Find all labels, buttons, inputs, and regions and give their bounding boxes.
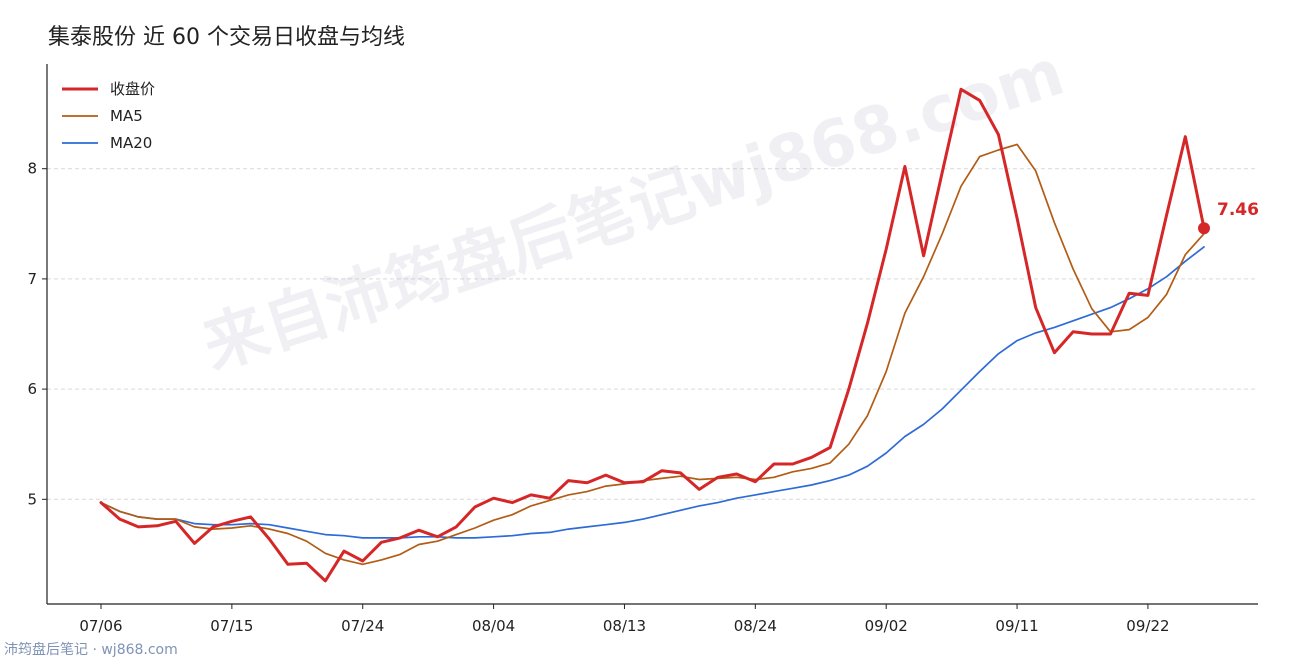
legend-label: 收盘价 bbox=[110, 80, 155, 98]
x-tick-label: 09/11 bbox=[995, 617, 1038, 635]
y-tick-label: 7 bbox=[27, 270, 37, 288]
x-tick-label: 07/15 bbox=[210, 617, 253, 635]
axes: 5 6 7 8 07/06 07/15 07/24 08/04 08/13 08/24 09/02 0… bbox=[27, 64, 1258, 635]
y-tick-label: 5 bbox=[27, 490, 37, 508]
legend-label: MA5 bbox=[110, 107, 143, 125]
x-tick-label: 08/04 bbox=[472, 617, 515, 635]
series-line-close bbox=[99, 87, 1206, 583]
y-tick-label: 6 bbox=[27, 380, 37, 398]
x-tick-label: 07/06 bbox=[79, 617, 122, 635]
last-point-marker bbox=[1198, 222, 1210, 235]
x-tick-label: 07/24 bbox=[341, 617, 384, 635]
y-tick-label: 8 bbox=[27, 160, 37, 178]
watermark-text: 来自沛筠盘后笔记wj868.com bbox=[194, 36, 1072, 384]
x-tick-label: 09/02 bbox=[865, 617, 908, 635]
x-tick-label: 09/22 bbox=[1126, 617, 1169, 635]
last-point-label: 7.46 bbox=[1217, 200, 1259, 220]
legend-label: MA20 bbox=[110, 134, 152, 152]
last-point-annotation: 7.46 bbox=[1198, 200, 1259, 235]
grid bbox=[47, 168, 1258, 500]
chart-title: 集泰股份 近 60 个交易日收盘与均线 bbox=[48, 25, 405, 50]
series-lines bbox=[99, 87, 1206, 583]
x-tick-label: 08/24 bbox=[734, 617, 777, 635]
series-line-ma5 bbox=[100, 143, 1205, 566]
series-line-ma20 bbox=[100, 246, 1205, 539]
legend: 收盘价 MA5 MA20 bbox=[62, 80, 155, 152]
footer-credit: 沛筠盘后笔记 · wj868.com bbox=[4, 641, 178, 658]
x-tick-label: 08/13 bbox=[603, 617, 646, 635]
watermark: 来自沛筠盘后笔记wj868.com bbox=[194, 36, 1072, 384]
